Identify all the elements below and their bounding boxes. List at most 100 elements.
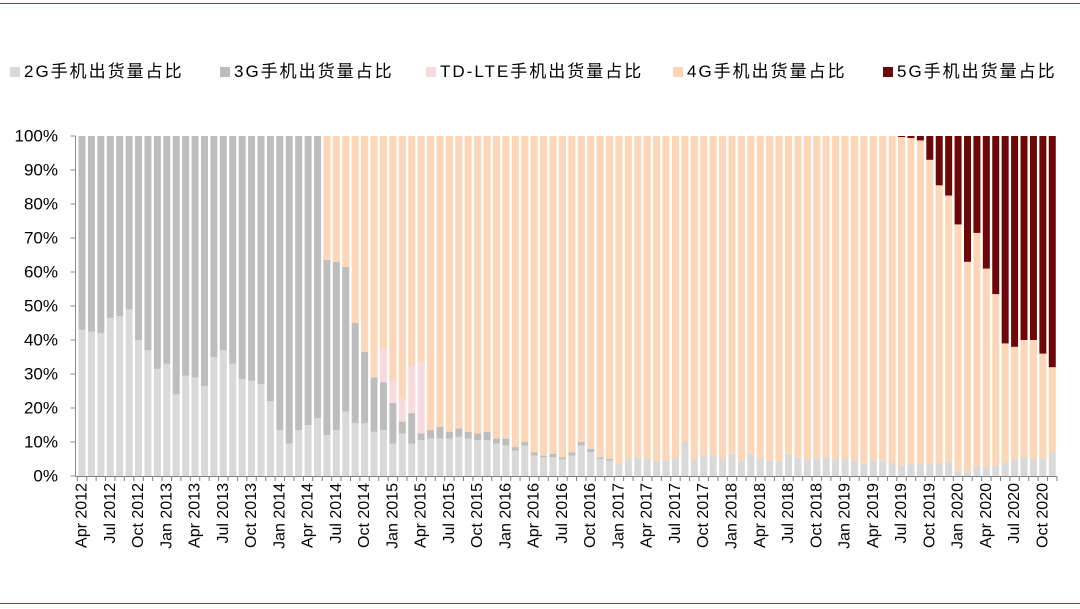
bar-4g-59 [634,136,642,458]
bar-4g-42 [474,136,482,434]
bar-2g-87 [898,465,906,476]
bar-2g-88 [907,464,915,476]
bar-3g-41 [464,431,472,439]
bar-3g-7 [144,136,152,351]
x-tick-label-63: Jul 2017 [667,483,684,544]
bar-2g-64 [681,442,689,476]
bar-4g-101 [1029,340,1037,459]
bar-2g-59 [634,457,642,476]
bar-2g-14 [210,357,218,476]
bar-4g-57 [615,136,623,465]
bar-4g-51 [558,136,566,458]
bar-4g-56 [606,136,614,459]
bar-2g-103 [1048,452,1056,476]
x-tick-label-81: Jan 2019 [837,483,854,549]
bar-2g-77 [803,459,811,476]
bar-2g-43 [483,440,491,476]
x-tick-label-48: Apr 2016 [526,483,543,548]
bar-3g-10 [172,136,180,395]
bar-2g-73 [766,460,774,476]
bar-4g-100 [1020,340,1028,458]
bar-4g-71 [747,136,755,454]
bar-2g-52 [568,455,576,476]
bar-4g-98 [1001,343,1009,463]
bar-3g-30 [361,351,369,424]
bar-2g-42 [474,440,482,476]
bar-4g-37 [427,136,435,431]
bar-2g-66 [700,455,708,476]
bar-2g-68 [719,459,727,476]
bar-4g-67 [709,136,717,456]
y-tick-label-6: 60% [24,263,58,282]
bar-2g-95 [973,465,981,476]
y-tick-label-9: 90% [24,161,58,180]
bar-5g-97 [992,136,1000,295]
x-tick-label-3: Jul 2012 [102,483,119,544]
bar-2g-84 [869,460,877,476]
bar-2g-39 [445,438,453,476]
bar-4g-74 [775,136,783,461]
bar-4g-48 [530,136,538,453]
bar-2g-100 [1020,457,1028,476]
bar-3g-18 [248,136,256,381]
bar-3g-17 [238,136,246,380]
bar-4g-45 [502,136,510,439]
bar-3g-28 [342,266,350,412]
bar-2g-8 [153,368,161,476]
x-tick-label-6: Oct 2012 [130,483,147,548]
legend-swatch-5g [883,67,893,77]
bar-4g-34 [398,136,406,398]
bar-4g-58 [624,136,632,459]
bar-2g-94 [963,472,971,476]
x-tick-label-90: Oct 2019 [921,483,938,548]
bar-4g-73 [766,136,774,461]
bar-2g-19 [257,384,265,476]
legend-item-4g: 4G手机出货量占比 [673,61,847,83]
x-tick-label-96: Apr 2020 [978,483,995,548]
bar-5g-91 [935,136,943,186]
bar-3g-16 [229,136,237,364]
bar-td-lte-33 [389,380,397,403]
bar-2g-53 [577,445,585,476]
bar-2g-22 [285,443,293,476]
bar-3g-54 [587,448,595,453]
x-tick-label-75: Jul 2018 [780,483,797,544]
y-tick-label-10: 100% [15,127,58,146]
bar-5g-94 [963,136,971,262]
bar-5g-100 [1020,136,1028,340]
bar-2g-90 [926,464,934,476]
bar-2g-23 [295,430,303,476]
bar-2g-61 [653,460,661,476]
bar-2g-93 [954,470,962,476]
bar-5g-96 [982,136,990,269]
bar-3g-50 [549,453,557,458]
bar-4g-62 [662,136,670,461]
bar-5g-89 [916,136,924,141]
legend-label-5g: 5G手机出货量占比 [897,62,1057,81]
bar-4g-89 [916,140,924,465]
bar-4g-75 [785,136,793,454]
bar-4g-80 [832,136,840,459]
x-tick-label-39: Jul 2015 [441,483,458,544]
bar-3g-36 [417,433,425,441]
bar-2g-38 [436,438,444,476]
bar-2g-86 [888,462,896,476]
bar-3g-51 [558,457,566,459]
bar-4g-99 [1011,346,1019,459]
x-tick-label-87: Jul 2019 [893,483,910,544]
bar-2g-82 [850,460,858,476]
bar-4g-77 [803,136,811,459]
bar-4g-65 [690,136,698,459]
bar-3g-22 [285,136,293,444]
bar-4g-83 [860,136,868,465]
bar-4g-29 [351,136,359,323]
bar-4g-84 [869,136,877,461]
bar-5g-92 [945,136,953,196]
bar-3g-45 [502,438,510,446]
bar-3g-40 [455,428,463,437]
x-tick-label-45: Jan 2016 [497,483,514,549]
bar-2g-89 [916,464,924,476]
legend-item-2g: 2G手机出货量占比 [10,61,184,83]
bar-2g-71 [747,453,755,476]
bar-4g-53 [577,136,585,442]
